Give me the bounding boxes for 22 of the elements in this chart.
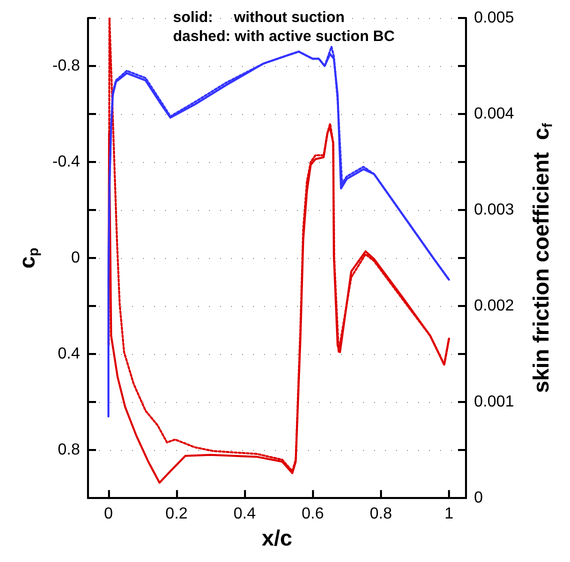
x-tick-label: 1 xyxy=(444,506,454,523)
y-tick-label: 0.8 xyxy=(58,442,80,459)
y2-tick-label: 0.001 xyxy=(474,394,514,411)
x-tick-label: 0.6 xyxy=(302,506,324,523)
x-tick-label: 0.4 xyxy=(234,506,256,523)
y2-tick-label: 0.004 xyxy=(474,106,514,123)
x-tick-label: 0.2 xyxy=(165,506,188,523)
y2-axis-title: skin friction coefficient cf xyxy=(528,122,555,394)
y2-tick-label: 0.005 xyxy=(474,10,514,26)
x-tick-label: 0.8 xyxy=(370,506,392,523)
y2-tick-label: 0.003 xyxy=(474,202,514,219)
y-tick-label: 0.4 xyxy=(58,346,80,363)
y-tick-label: 0 xyxy=(71,250,80,267)
x-tick-label: 0 xyxy=(104,506,113,523)
annotation: solid: without suction xyxy=(173,9,345,26)
y2-tick-label: 0 xyxy=(474,490,483,507)
y2-tick-label: 0.002 xyxy=(474,298,514,315)
y-tick-label: -0.4 xyxy=(52,154,80,171)
y-axis-title: cp xyxy=(14,248,41,268)
x-axis-title: x/c xyxy=(262,526,292,550)
annotation: dashed: with active suction BC xyxy=(173,28,395,45)
y-tick-label: -0.8 xyxy=(52,58,80,75)
